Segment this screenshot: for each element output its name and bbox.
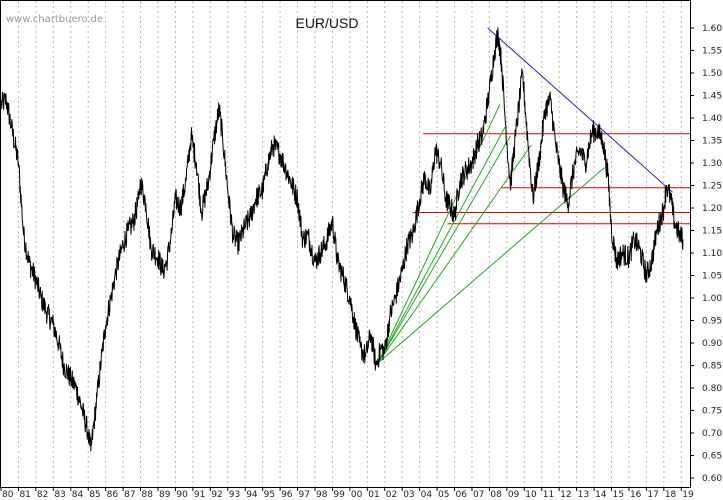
y-axis-ticks: 0.60 0.65 0.70 0.75 0.80 0.85 0.90 0.95 1.00 1.05… xyxy=(690,24,722,484)
x-tick-label: 92 xyxy=(211,490,222,500)
x-tick-label: 90 xyxy=(176,490,188,500)
x-tick-label: 11 xyxy=(543,490,554,500)
x-tick-label: 16 xyxy=(630,490,642,500)
y-tick-label: 1.00 xyxy=(702,294,722,304)
x-tick-label: 02 xyxy=(386,490,397,500)
x-tick-label: 80 xyxy=(2,490,14,500)
x-tick-label: 85 xyxy=(89,490,100,500)
x-tick-label: 17 xyxy=(647,490,658,500)
y-tick-label: 1.15 xyxy=(702,227,722,237)
x-tick-label: 89 xyxy=(159,490,171,500)
x-tick-label: 19 xyxy=(682,490,694,500)
x-tick-label: 93 xyxy=(229,490,240,500)
x-tick-label: 01 xyxy=(368,490,379,500)
fan-line xyxy=(377,135,511,364)
x-tick-label: 88 xyxy=(142,490,154,500)
y-tick-label: 0.95 xyxy=(702,317,722,327)
y-tick-label: 0.75 xyxy=(702,407,722,417)
x-tick-label: 81 xyxy=(19,490,30,500)
x-tick-label: 03 xyxy=(403,490,414,500)
x-tick-label: 09 xyxy=(508,490,520,500)
x-tick-label: 84 xyxy=(72,490,84,500)
price-line xyxy=(0,27,684,452)
x-tick-label: 94 xyxy=(246,490,258,500)
y-tick-label: 1.30 xyxy=(702,159,722,169)
grid-layer xyxy=(17,1,682,487)
x-tick-label: 15 xyxy=(613,490,624,500)
y-tick-label: 0.60 xyxy=(702,474,722,484)
y-tick-label: 1.35 xyxy=(702,137,722,147)
y-tick-label: 0.65 xyxy=(702,452,722,462)
x-tick-label: 86 xyxy=(107,490,119,500)
y-tick-label: 0.85 xyxy=(702,362,722,372)
y-tick-label: 1.40 xyxy=(702,114,722,124)
x-axis-ticks: 80 81 82 83 84 85 86 87 88 89 90 91 92 93 94 95 96 97 98 99… xyxy=(0,487,694,500)
y-tick-label: 1.60 xyxy=(702,24,722,34)
y-tick-label: 0.90 xyxy=(702,339,722,349)
x-tick-label: 13 xyxy=(578,490,589,500)
y-tick-label: 1.25 xyxy=(702,182,722,192)
x-tick-label: 12 xyxy=(560,490,571,500)
x-tick-label: 95 xyxy=(264,490,275,500)
x-tick-label: 07 xyxy=(473,490,484,500)
x-tick-label: 04 xyxy=(421,490,433,500)
y-tick-label: 1.55 xyxy=(702,47,722,57)
x-tick-label: 00 xyxy=(351,490,363,500)
plot-frame xyxy=(0,0,691,488)
fan-line xyxy=(377,144,532,364)
watermark: www.chartbuero.de xyxy=(6,14,103,25)
x-tick-label: 05 xyxy=(438,490,449,500)
y-tick-label: 0.70 xyxy=(702,429,722,439)
trend-line xyxy=(487,27,673,193)
downtrend-line xyxy=(487,27,673,193)
x-tick-label: 82 xyxy=(37,490,48,500)
x-tick-label: 10 xyxy=(525,490,537,500)
x-tick-label: 18 xyxy=(665,490,677,500)
x-tick-label: 99 xyxy=(333,490,345,500)
x-tick-label: 14 xyxy=(595,490,607,500)
x-tick-label: 98 xyxy=(316,490,328,500)
x-tick-label: 83 xyxy=(54,490,65,500)
x-tick-label: 97 xyxy=(299,490,310,500)
y-tick-label: 0.80 xyxy=(702,384,722,394)
fan-line xyxy=(377,126,506,364)
x-tick-label: 08 xyxy=(490,490,502,500)
x-tick-label: 87 xyxy=(124,490,135,500)
y-tick-label: 1.45 xyxy=(702,92,722,102)
y-tick-label: 1.05 xyxy=(702,272,722,282)
y-tick-label: 1.10 xyxy=(702,249,722,259)
chart-title: EUR/USD xyxy=(295,15,358,31)
y-tick-label: 1.20 xyxy=(702,204,722,214)
price-series xyxy=(0,27,684,452)
y-tick-label: 1.50 xyxy=(702,69,722,79)
x-tick-label: 91 xyxy=(194,490,205,500)
x-tick-label: 06 xyxy=(456,490,468,500)
x-tick-label: 96 xyxy=(281,490,293,500)
